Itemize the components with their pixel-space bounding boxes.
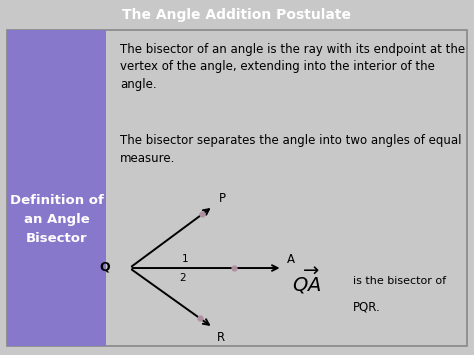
Text: A: A	[287, 253, 295, 266]
Text: is the bisector of: is the bisector of	[353, 276, 446, 286]
Text: The bisector of an angle is the ray with its endpoint at the
vertex of the angle: The bisector of an angle is the ray with…	[120, 43, 465, 91]
Text: 2: 2	[179, 273, 186, 283]
Text: PQR.: PQR.	[353, 300, 381, 313]
Text: The Angle Addition Postulate: The Angle Addition Postulate	[122, 8, 352, 22]
Text: 1: 1	[182, 253, 189, 263]
Text: R: R	[217, 331, 225, 344]
Text: $\overrightarrow{QA}$: $\overrightarrow{QA}$	[292, 266, 321, 296]
Bar	[7, 30, 106, 346]
Text: P: P	[219, 192, 226, 205]
Text: The bisector separates the angle into two angles of equal
measure.: The bisector separates the angle into tw…	[120, 135, 461, 165]
Text: Q: Q	[100, 260, 110, 273]
Text: Definition of
an Angle
Bisector: Definition of an Angle Bisector	[9, 194, 103, 245]
